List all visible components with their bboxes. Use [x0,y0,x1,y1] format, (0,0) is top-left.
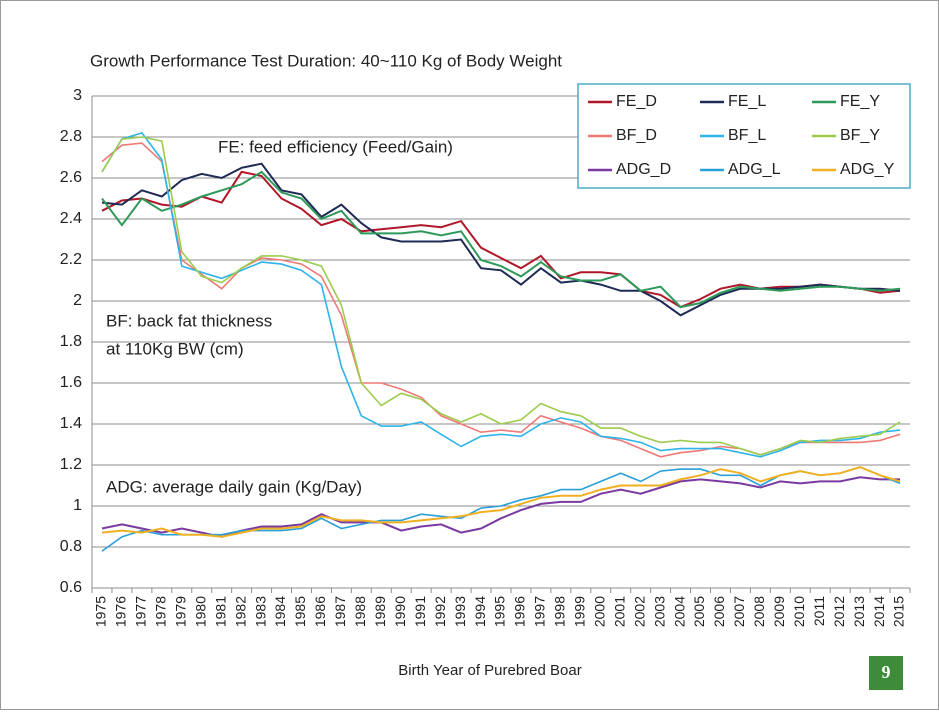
x-tick-label: 1982 [232,596,248,627]
x-tick-label: 2007 [731,596,747,627]
x-tick-label: 2010 [791,596,807,627]
x-tick-label: 1977 [133,596,149,627]
y-tick-label: 1.8 [60,333,82,350]
x-tick-label: 1997 [532,596,548,627]
x-tick-label: 2011 [811,596,827,626]
x-tick-label: 1984 [272,596,288,627]
y-tick-label: 0.6 [60,579,82,596]
y-tick-label: 1.6 [60,374,82,391]
x-tick-label: 2008 [751,596,767,627]
legend-label: BF_L [728,127,766,144]
x-tick-label: 1986 [312,596,328,627]
x-tick-label: 1988 [352,596,368,627]
x-tick-label: 1985 [292,596,308,627]
y-tick-label: 2.2 [60,251,82,268]
series-line [101,466,901,552]
x-tick-label: 1992 [432,596,448,627]
x-tick-label: 1999 [572,596,588,627]
x-tick-label: 1978 [153,596,169,627]
x-tick-label: 1991 [412,596,428,627]
x-tick-label: 1989 [372,596,388,627]
y-tick-label: 0.8 [60,538,82,555]
y-tick-label: 2.4 [60,210,82,227]
x-tick-label: 1987 [332,596,348,627]
x-tick-label: 2014 [871,596,887,627]
annotation: BF: back fat thickness [106,311,272,330]
y-tick-label: 2.8 [60,128,82,145]
y-tick-label: 2.6 [60,169,82,186]
x-tick-label: 1976 [113,596,129,627]
x-tick-label: 2012 [831,596,847,627]
annotation: ADG: average daily gain (Kg/Day) [106,477,362,496]
x-tick-label: 1995 [492,596,508,627]
x-tick-label: 2002 [631,596,647,627]
x-tick-label: 2004 [671,596,687,627]
x-tick-label: 1998 [552,596,568,627]
legend-label: FE_L [728,93,766,110]
x-tick-label: 1993 [452,596,468,627]
x-tick-label: 2015 [891,596,907,627]
legend-label: FE_Y [840,93,880,110]
legend-label: BF_D [616,127,657,144]
x-tick-label: 2009 [771,596,787,627]
legend-label: ADG_Y [840,161,895,178]
x-axis-label: Birth Year of Purebred Boar [398,662,581,679]
legend-label: FE_D [616,93,657,110]
legend-label: BF_Y [840,127,880,144]
annotation: FE: feed efficiency (Feed/Gain) [218,137,453,156]
y-tick-label: 2 [73,292,82,309]
x-tick-label: 2013 [851,596,867,627]
annotation: at 110Kg BW (cm) [106,339,244,358]
y-tick-label: 1.4 [60,415,82,432]
page-number: 9 [882,662,891,682]
x-tick-label: 2001 [611,596,627,627]
x-tick-label: 2005 [691,596,707,627]
x-tick-label: 1981 [212,596,228,627]
y-tick-label: 3 [73,87,82,104]
x-tick-label: 2000 [591,596,607,627]
x-tick-label: 1983 [252,596,268,627]
y-tick-label: 1 [73,497,82,514]
x-tick-label: 1975 [93,596,109,627]
legend-label: ADG_L [728,161,781,178]
series-line [101,170,901,309]
x-tick-label: 1990 [392,596,408,627]
legend-box [577,83,911,189]
x-tick-label: 1996 [512,596,528,627]
page-badge [869,656,903,690]
series-line [101,466,901,538]
x-tick-label: 2003 [651,596,667,627]
y-tick-label: 1.2 [60,456,82,473]
x-tick-label: 1980 [192,596,208,627]
series-line [101,136,901,456]
x-tick-label: 1979 [172,596,188,627]
x-tick-label: 1994 [472,596,488,627]
x-tick-label: 2006 [711,596,727,627]
legend-label: ADG_D [616,161,671,178]
chart-title: Growth Performance Test Duration: 40~110… [90,51,562,70]
